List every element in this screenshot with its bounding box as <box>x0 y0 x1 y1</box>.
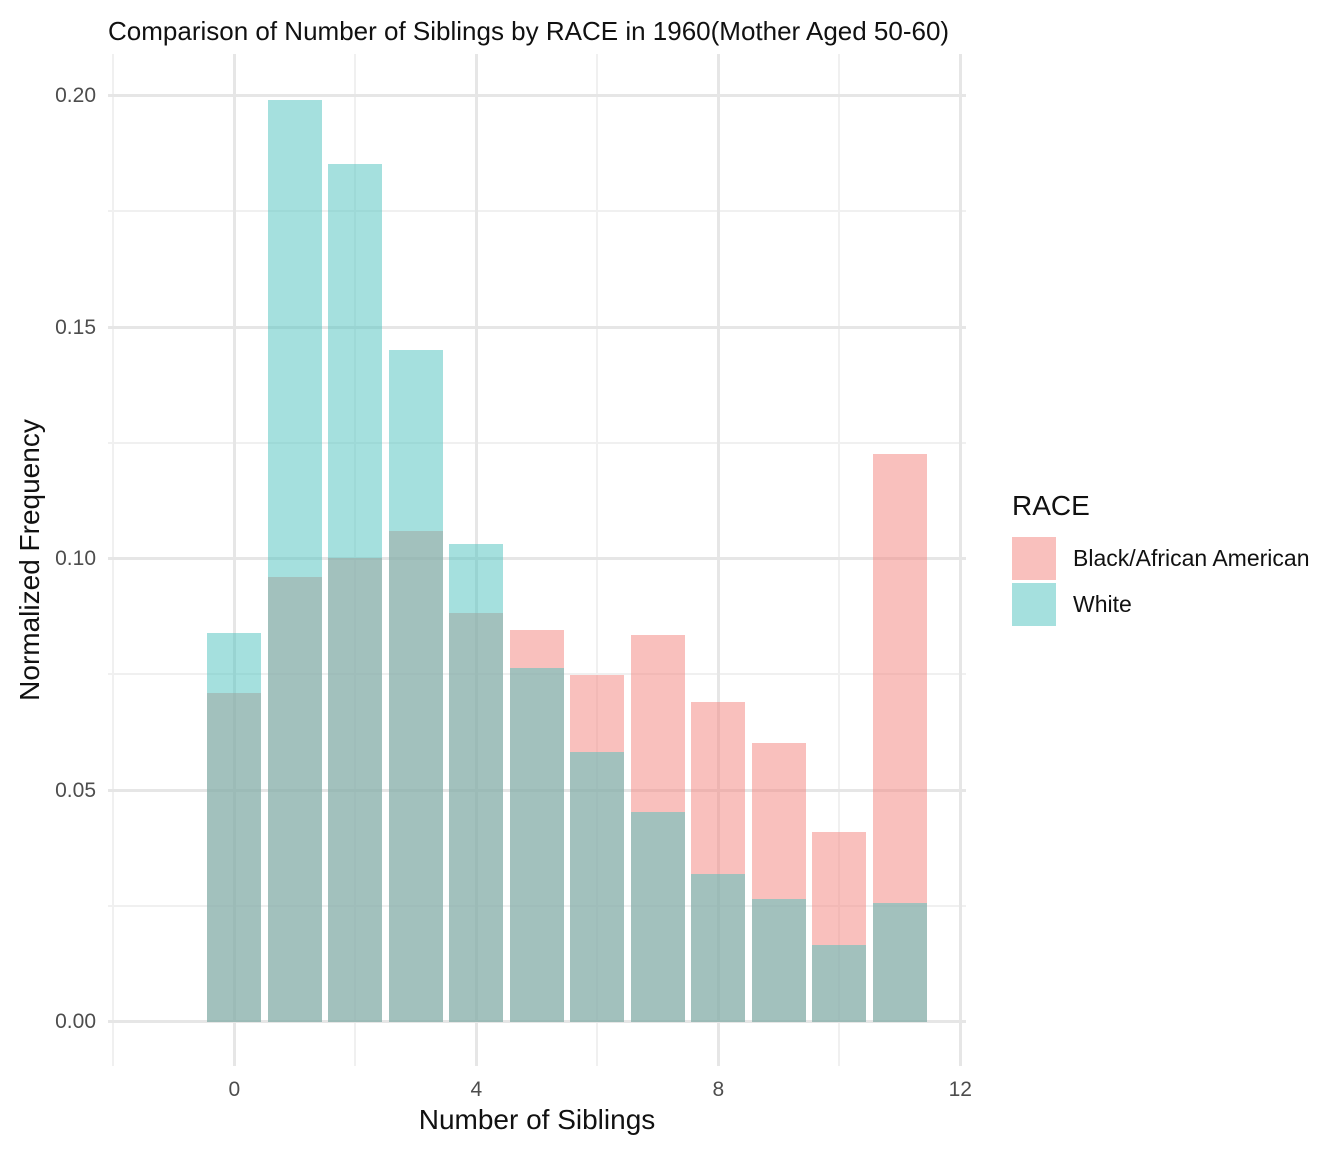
x-tick-label: 8 <box>712 1078 725 1101</box>
legend-item: White <box>1012 583 1309 626</box>
chart-title: Comparison of Number of Siblings by RACE… <box>108 16 950 46</box>
y-minor-gridline <box>108 441 966 444</box>
legend-title: RACE <box>1012 490 1090 521</box>
bar-white-x7 <box>630 811 685 1022</box>
legend-swatch-icon <box>1012 537 1056 580</box>
bar-white-x2 <box>328 164 383 1022</box>
y-tick-label: 0.15 <box>55 315 96 339</box>
bar-white-x11 <box>872 902 927 1022</box>
y-major-gridline <box>108 325 966 329</box>
x-major-gridline <box>232 54 236 1066</box>
y-major-gridline <box>108 557 966 561</box>
x-tick-label: 4 <box>470 1078 483 1101</box>
legend-item-label: Black/African American <box>1073 545 1310 571</box>
y-major-gridline <box>108 1020 966 1024</box>
bar-white-x6 <box>570 752 625 1022</box>
bar-white-x10 <box>812 944 867 1022</box>
bar-white-x3 <box>388 349 443 1022</box>
bar-white-x0 <box>207 633 262 1022</box>
legend: RACE Black/African American White <box>1012 489 1309 629</box>
y-tick-label: 0.00 <box>55 1010 96 1034</box>
legend-items: Black/African American White <box>1012 537 1309 626</box>
bar-white-x9 <box>751 898 806 1022</box>
x-major-gridline <box>958 54 962 1066</box>
bar-white-x5 <box>509 667 564 1022</box>
x-axis-title: Number of Siblings <box>418 1104 656 1135</box>
y-major-gridline <box>108 94 966 98</box>
x-tick-label: 0 <box>228 1078 241 1101</box>
y-minor-gridline <box>108 210 966 213</box>
x-major-gridline <box>716 54 720 1066</box>
bar-white-x1 <box>267 99 322 1022</box>
legend-swatch-icon <box>1012 583 1056 626</box>
legend-item-label: White <box>1073 591 1132 617</box>
bar-white-x4 <box>449 544 504 1022</box>
y-tick-label: 0.20 <box>55 84 96 108</box>
y-tick-label: 0.05 <box>55 778 96 802</box>
plot-panel <box>108 54 966 1066</box>
legend-item: Black/African American <box>1012 537 1309 580</box>
y-tick-label: 0.10 <box>55 547 96 571</box>
bar-white-x8 <box>691 873 746 1022</box>
x-tick-label: 12 <box>948 1078 972 1101</box>
